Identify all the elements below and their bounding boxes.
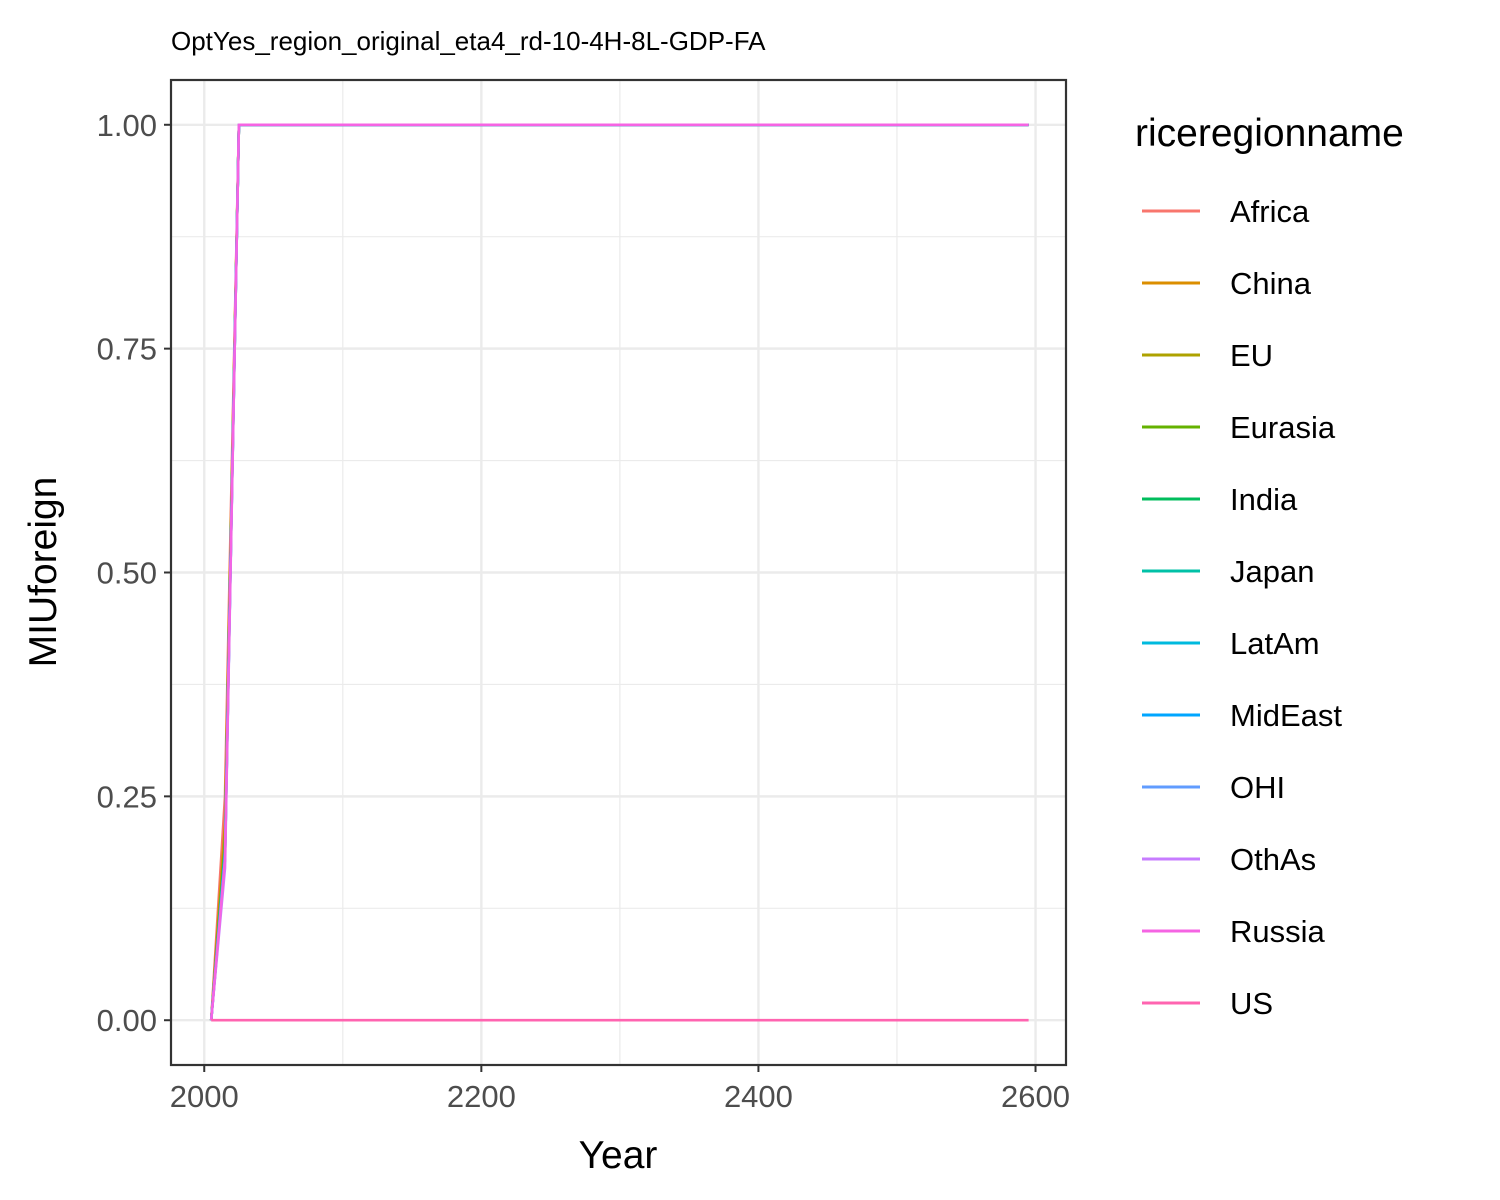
- legend-label-us: US: [1230, 986, 1273, 1021]
- x-axis-title: Year: [579, 1134, 658, 1177]
- legend-label-eu: EU: [1230, 338, 1273, 373]
- legend-label-othas: OthAs: [1230, 842, 1316, 877]
- x-tick-label: 2000: [170, 1079, 239, 1114]
- legend: riceregionname Africa China EU Eurasia India…: [1135, 112, 1404, 1021]
- legend-label-ohi: OHI: [1230, 770, 1285, 805]
- x-tick-label: 2400: [724, 1079, 793, 1114]
- x-tick-label: 2200: [447, 1079, 516, 1114]
- y-tick-label: 0.75: [97, 332, 157, 367]
- y-tick-label: 0.50: [97, 556, 157, 591]
- legend-label-india: India: [1230, 482, 1298, 517]
- series-lines: [209, 123, 1029, 1022]
- legend-label-russia: Russia: [1230, 914, 1326, 949]
- y-tick-label: 0.25: [97, 779, 157, 814]
- grid: [171, 80, 1066, 1065]
- legend-label-africa: Africa: [1230, 194, 1310, 229]
- legend-label-mideast: MidEast: [1230, 698, 1342, 733]
- legend-title: riceregionname: [1135, 112, 1404, 155]
- legend-label-latam: LatAm: [1230, 626, 1320, 661]
- chart-title: OptYes_region_original_eta4_rd-10-4H-8L-…: [171, 26, 766, 56]
- x-tick-label: 2600: [1001, 1079, 1070, 1114]
- legend-label-china: China: [1230, 266, 1312, 301]
- legend-items: Africa China EU Eurasia India Japan LatAm MidEa…: [1142, 194, 1342, 1021]
- legend-label-eurasia: Eurasia: [1230, 410, 1336, 445]
- legend-label-japan: Japan: [1230, 554, 1314, 589]
- x-axis: 2000 2200 2400 2600: [170, 1065, 1070, 1114]
- y-axis-title: MIUforeign: [22, 477, 65, 668]
- series-line-russia: [209, 123, 1029, 1021]
- y-tick-label: 0.00: [97, 1003, 157, 1038]
- y-axis: 0.00 0.25 0.50 0.75 1.00: [97, 108, 171, 1038]
- y-tick-label: 1.00: [97, 108, 157, 143]
